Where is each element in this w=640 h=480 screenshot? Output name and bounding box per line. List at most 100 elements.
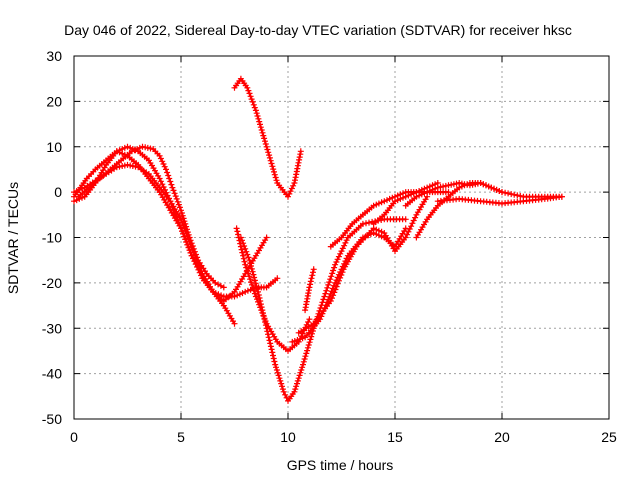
data-point xyxy=(243,248,250,255)
data-point xyxy=(262,138,268,145)
data-point xyxy=(249,281,255,288)
data-point xyxy=(242,245,249,252)
data-point xyxy=(342,239,349,246)
data-point xyxy=(174,198,181,205)
y-axis-label: SDTVAR / TECUs xyxy=(5,182,21,294)
data-point xyxy=(113,148,120,155)
data-point xyxy=(322,290,329,297)
data-point xyxy=(283,394,290,401)
y-tick-label: -40 xyxy=(42,366,62,382)
data-point xyxy=(261,135,268,142)
data-point xyxy=(185,244,192,251)
data-point xyxy=(292,386,299,393)
x-tick-label: 5 xyxy=(177,429,185,445)
data-point xyxy=(189,243,196,249)
data-point xyxy=(272,174,279,181)
data-point xyxy=(327,276,334,283)
data-point xyxy=(171,209,178,216)
data-point xyxy=(405,192,412,199)
data-point xyxy=(267,340,274,347)
data-point xyxy=(274,275,281,282)
data-point xyxy=(124,143,131,150)
data-point xyxy=(242,288,249,295)
data-point xyxy=(304,344,311,351)
data-point xyxy=(265,331,271,338)
data-point xyxy=(392,198,398,205)
data-point xyxy=(260,310,266,317)
data-point xyxy=(164,169,171,176)
series-sat-o xyxy=(434,193,565,207)
data-point xyxy=(239,237,245,244)
series-line xyxy=(72,163,236,325)
data-point xyxy=(179,212,186,219)
data-point xyxy=(273,364,279,371)
data-point xyxy=(166,195,172,202)
data-point xyxy=(184,226,190,233)
data-point xyxy=(272,361,279,368)
data-point xyxy=(558,193,565,200)
data-point xyxy=(195,266,202,273)
y-tick-label: 10 xyxy=(46,139,62,155)
grid-lines xyxy=(74,56,609,419)
data-point xyxy=(116,147,123,154)
data-point xyxy=(305,342,312,348)
data-point xyxy=(485,183,492,190)
data-point xyxy=(381,198,388,205)
data-point xyxy=(325,281,332,288)
data-point xyxy=(338,248,345,255)
data-point xyxy=(287,188,294,195)
data-point xyxy=(263,143,270,150)
data-point xyxy=(249,98,256,105)
data-point xyxy=(445,189,452,196)
data-point xyxy=(337,250,344,257)
data-point xyxy=(496,188,503,194)
data-point xyxy=(251,290,258,297)
data-point xyxy=(257,121,263,128)
data-point xyxy=(331,264,338,271)
data-point xyxy=(243,264,250,271)
data-point xyxy=(330,292,337,299)
data-point xyxy=(178,225,184,232)
data-point xyxy=(251,287,257,294)
data-point xyxy=(258,127,265,133)
data-point xyxy=(405,228,412,235)
data-point xyxy=(303,350,310,357)
data-point xyxy=(370,202,377,209)
data-point xyxy=(257,124,264,131)
data-point xyxy=(249,268,256,275)
data-point xyxy=(250,284,256,291)
data-point xyxy=(254,113,261,119)
data-point xyxy=(252,107,259,114)
data-point xyxy=(186,234,193,241)
data-point xyxy=(333,259,340,265)
data-point xyxy=(366,219,372,226)
data-point xyxy=(389,194,396,201)
data-point xyxy=(279,383,285,390)
data-point xyxy=(259,307,266,314)
data-point xyxy=(239,290,246,297)
data-point xyxy=(180,215,187,222)
data-point xyxy=(121,144,128,151)
data-point xyxy=(187,249,194,256)
data-point xyxy=(176,204,183,211)
data-point xyxy=(240,255,247,262)
data-point xyxy=(242,261,249,268)
data-point xyxy=(329,295,335,302)
data-point xyxy=(247,276,254,283)
data-point xyxy=(299,364,306,371)
data-point xyxy=(255,288,261,295)
data-point xyxy=(188,240,195,247)
data-point xyxy=(182,220,189,227)
data-point xyxy=(327,298,334,304)
series-sat-p xyxy=(402,189,452,209)
data-point xyxy=(266,152,273,159)
data-point xyxy=(294,380,300,387)
data-point xyxy=(266,337,273,344)
data-point xyxy=(265,334,272,341)
data-point xyxy=(307,336,314,343)
x-tick-label: 20 xyxy=(494,429,510,445)
data-point xyxy=(297,369,304,376)
data-point xyxy=(306,316,313,323)
series-sat-e xyxy=(199,234,270,304)
data-point xyxy=(341,242,348,249)
